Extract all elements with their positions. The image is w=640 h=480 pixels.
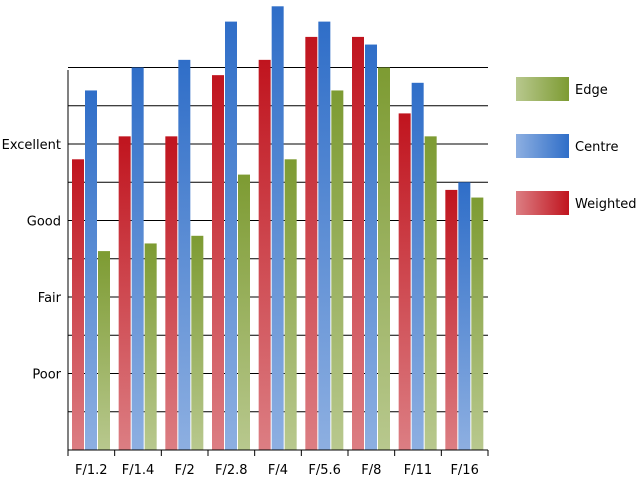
bar-weighted-f-1-4 (118, 136, 131, 450)
bar-centre-f-11 (411, 82, 424, 451)
bar-edge-f-1-2 (98, 251, 110, 450)
bar-centre-f-16 (458, 182, 471, 450)
x-tick-label-f-1-4: F/1.4 (122, 463, 155, 478)
legend-swatch-weighted (516, 191, 569, 215)
x-tick-labels: F/1.2 F/1.4 F/2 F/2.8 F/4 F/5.6 F/8 F/11 F/16 (75, 463, 479, 478)
bar-centre-f-2-8 (225, 21, 237, 450)
bar-centre-f-2 (178, 59, 191, 450)
bar-edge-f-16 (471, 197, 484, 450)
axes (67, 70, 489, 456)
bars (72, 6, 484, 451)
bar-weighted-f-1-2 (72, 159, 84, 451)
bar-edge-f-11 (424, 136, 437, 450)
bar-edge-f-2-8 (238, 174, 250, 450)
x-tick-label-f-1-2: F/1.2 (75, 463, 108, 478)
x-tick-label-f-4: F/4 (268, 463, 288, 478)
legend-label-weighted: Weighted (575, 197, 637, 212)
bar-centre-f-1-4 (131, 67, 144, 450)
y-tick-label-poor: Poor (32, 368, 61, 383)
bar-weighted-f-2-8 (212, 75, 224, 451)
bar-centre-f-5-6 (318, 21, 331, 450)
y-tick-label-excellent: Excellent (2, 138, 61, 153)
bar-edge-f-8 (378, 67, 390, 450)
x-tick-label-f-2-8: F/2.8 (215, 463, 248, 478)
legend-swatch-edge (516, 77, 569, 101)
legend-label-edge: Edge (575, 83, 608, 98)
bar-weighted-f-8 (352, 36, 364, 451)
x-tick-label-f-2: F/2 (175, 463, 195, 478)
x-tick-label-f-8: F/8 (361, 463, 381, 478)
bar-edge-f-2 (191, 235, 204, 450)
bar-edge-f-5-6 (331, 90, 344, 450)
bar-edge-f-4 (284, 159, 297, 451)
legend-swatch-centre (516, 134, 569, 158)
bar-weighted-f-5-6 (305, 36, 318, 451)
y-tick-labels: Poor Fair Good Excellent (2, 138, 62, 383)
y-tick-label-good: Good (27, 215, 61, 230)
y-tick-label-fair: Fair (38, 291, 62, 306)
x-tick-label-f-16: F/16 (450, 463, 478, 478)
bar-centre-f-1-2 (85, 90, 97, 450)
bar-centre-f-4 (271, 6, 284, 451)
x-tick-label-f-5-6: F/5.6 (308, 463, 341, 478)
bar-weighted-f-16 (445, 189, 458, 450)
legend: Edge Centre Weighted (516, 77, 637, 215)
bar-centre-f-8 (365, 44, 377, 451)
bar-weighted-f-4 (258, 59, 271, 450)
bar-weighted-f-2 (165, 136, 178, 450)
legend-label-centre: Centre (575, 140, 618, 155)
x-tick-label-f-11: F/11 (404, 463, 432, 478)
bar-weighted-f-11 (398, 113, 411, 451)
bar-edge-f-1-4 (144, 243, 157, 450)
